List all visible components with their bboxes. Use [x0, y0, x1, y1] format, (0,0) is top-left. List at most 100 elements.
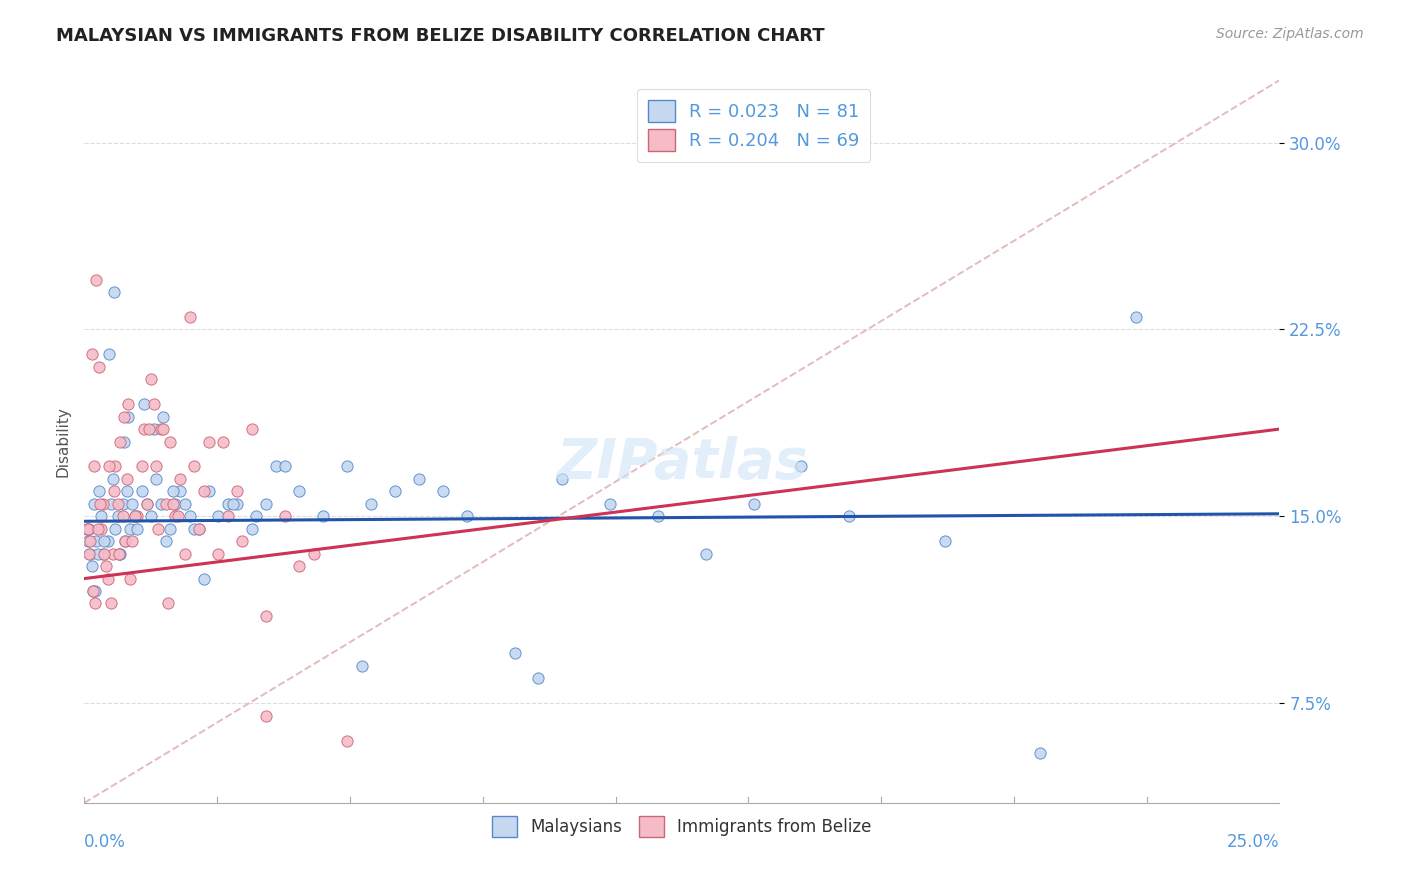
Point	[124, 509, 146, 524]
Text: 0.0%: 0.0%	[84, 833, 127, 851]
Point	[1029, 746, 1052, 760]
Point	[179, 310, 201, 324]
Legend: Malaysians, Immigrants from Belize: Malaysians, Immigrants from Belize	[484, 808, 880, 845]
Point	[87, 359, 110, 374]
Point	[79, 547, 101, 561]
Point	[217, 497, 239, 511]
Point	[82, 584, 104, 599]
Point	[432, 484, 454, 499]
Text: 25.0%: 25.0%	[1227, 833, 1279, 851]
Point	[599, 497, 621, 511]
Point	[240, 522, 263, 536]
Point	[100, 597, 122, 611]
Point	[111, 497, 134, 511]
Point	[384, 484, 406, 499]
Point	[527, 671, 550, 685]
Point	[155, 497, 177, 511]
Point	[551, 472, 574, 486]
Point	[188, 522, 211, 536]
Point	[98, 459, 121, 474]
Point	[135, 497, 157, 511]
Point	[104, 522, 127, 536]
Point	[169, 472, 191, 486]
Point	[121, 497, 143, 511]
Point	[107, 547, 129, 561]
Point	[141, 509, 163, 524]
Point	[117, 409, 139, 424]
Point	[254, 708, 277, 723]
Point	[103, 285, 125, 299]
Point	[254, 497, 277, 511]
Point	[207, 509, 229, 524]
Point	[141, 372, 163, 386]
Point	[212, 434, 235, 449]
Point	[131, 484, 153, 499]
Point	[240, 422, 263, 436]
Point	[173, 547, 195, 561]
Point	[93, 547, 115, 561]
Point	[83, 584, 105, 599]
Point	[87, 484, 110, 499]
Point	[162, 484, 184, 499]
Point	[118, 572, 141, 586]
Point	[104, 459, 127, 474]
Point	[145, 472, 167, 486]
Point	[838, 509, 860, 524]
Point	[77, 534, 100, 549]
Point	[101, 547, 124, 561]
Point	[226, 497, 249, 511]
Point	[934, 534, 956, 549]
Point	[155, 534, 177, 549]
Point	[165, 509, 187, 524]
Point	[148, 522, 170, 536]
Point	[149, 497, 172, 511]
Point	[312, 509, 335, 524]
Point	[503, 646, 526, 660]
Point	[79, 534, 101, 549]
Point	[117, 472, 139, 486]
Point	[131, 459, 153, 474]
Point	[231, 534, 253, 549]
Point	[217, 509, 239, 524]
Point	[100, 497, 122, 511]
Point	[264, 459, 287, 474]
Point	[647, 509, 669, 524]
Point	[118, 522, 141, 536]
Point	[274, 509, 297, 524]
Point	[142, 397, 165, 411]
Point	[350, 658, 373, 673]
Point	[173, 497, 195, 511]
Point	[98, 347, 121, 361]
Point	[112, 434, 135, 449]
Point	[288, 484, 311, 499]
Point	[93, 497, 115, 511]
Point	[188, 522, 211, 536]
Point	[165, 497, 187, 511]
Point	[107, 497, 129, 511]
Point	[125, 509, 148, 524]
Point	[135, 497, 157, 511]
Point	[408, 472, 430, 486]
Point	[101, 472, 124, 486]
Point	[159, 434, 181, 449]
Point	[336, 459, 359, 474]
Point	[124, 509, 146, 524]
Text: ZIPatlas: ZIPatlas	[557, 436, 807, 491]
Point	[179, 509, 201, 524]
Point	[336, 733, 359, 747]
Point	[742, 497, 765, 511]
Point	[77, 522, 100, 536]
Point	[112, 409, 135, 424]
Point	[77, 522, 100, 536]
Point	[107, 547, 129, 561]
Point	[162, 497, 184, 511]
Point	[117, 397, 139, 411]
Point	[197, 434, 219, 449]
Point	[1125, 310, 1147, 324]
Point	[110, 547, 132, 561]
Point	[110, 434, 132, 449]
Point	[193, 484, 215, 499]
Point	[183, 522, 205, 536]
Text: MALAYSIAN VS IMMIGRANTS FROM BELIZE DISABILITY CORRELATION CHART: MALAYSIAN VS IMMIGRANTS FROM BELIZE DISA…	[56, 27, 825, 45]
Point	[145, 459, 167, 474]
